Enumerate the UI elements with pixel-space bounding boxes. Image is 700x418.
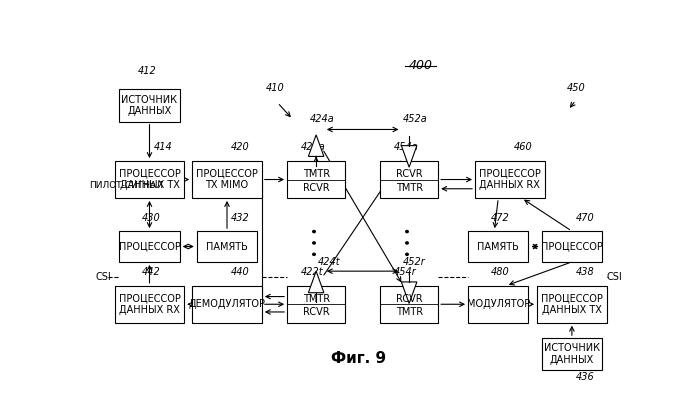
- Text: TMTR: TMTR: [302, 169, 330, 179]
- Polygon shape: [309, 271, 324, 293]
- Text: ПРОЦЕССОР
ДАННЫХ TX: ПРОЦЕССОР ДАННЫХ TX: [118, 169, 181, 190]
- Text: ПРОЦЕССОР
ДАННЫХ RX: ПРОЦЕССОР ДАННЫХ RX: [479, 169, 541, 190]
- Text: 424t: 424t: [318, 257, 340, 267]
- FancyBboxPatch shape: [115, 161, 184, 198]
- Text: 430: 430: [141, 214, 160, 223]
- FancyBboxPatch shape: [119, 231, 180, 262]
- Text: 452a: 452a: [403, 114, 428, 124]
- Text: TMTR: TMTR: [302, 294, 330, 304]
- Text: 460: 460: [514, 142, 533, 152]
- Text: ПРОЦЕССОР
TX MIMO: ПРОЦЕССОР TX MIMO: [196, 169, 258, 190]
- FancyBboxPatch shape: [380, 161, 438, 198]
- Text: RCVR: RCVR: [395, 294, 422, 304]
- Text: 480: 480: [491, 267, 510, 277]
- Text: ПРОЦЕССОР
ДАННЫХ RX: ПРОЦЕССОР ДАННЫХ RX: [118, 293, 181, 315]
- Text: 472: 472: [491, 214, 510, 223]
- FancyBboxPatch shape: [468, 231, 528, 262]
- Text: ИСТОЧНИК
ДАННЫХ: ИСТОЧНИК ДАННЫХ: [544, 344, 600, 365]
- Text: ПАМЯТЬ: ПАМЯТЬ: [206, 242, 248, 252]
- Text: 422t: 422t: [300, 267, 323, 277]
- Text: ДЕМОДУЛЯТОР: ДЕМОДУЛЯТОР: [188, 299, 265, 309]
- Text: CSI: CSI: [606, 272, 622, 282]
- Text: TMTR: TMTR: [395, 307, 423, 317]
- Text: 436: 436: [575, 372, 594, 382]
- Text: • • •: • • •: [402, 227, 416, 257]
- Text: 424a: 424a: [310, 114, 335, 124]
- FancyBboxPatch shape: [192, 161, 262, 198]
- FancyBboxPatch shape: [542, 338, 602, 370]
- Text: 470: 470: [575, 214, 594, 223]
- Text: 420: 420: [231, 142, 250, 152]
- FancyBboxPatch shape: [197, 231, 257, 262]
- Text: 454r: 454r: [393, 267, 416, 277]
- Text: RCVR: RCVR: [303, 183, 330, 193]
- Text: ИСТОЧНИК
ДАННЫХ: ИСТОЧНИК ДАННЫХ: [122, 95, 178, 117]
- Text: ПАМЯТЬ: ПАМЯТЬ: [477, 242, 519, 252]
- Text: TMTR: TMTR: [395, 183, 423, 193]
- FancyBboxPatch shape: [287, 161, 345, 198]
- Polygon shape: [309, 135, 324, 156]
- Text: RCVR: RCVR: [395, 169, 422, 179]
- Text: 422a: 422a: [300, 142, 326, 152]
- Text: 432: 432: [231, 214, 250, 223]
- Text: 442: 442: [141, 267, 160, 277]
- Text: ПИЛОТ-СИГНАЛ: ПИЛОТ-СИГНАЛ: [89, 181, 163, 190]
- Text: 414: 414: [153, 142, 172, 152]
- FancyBboxPatch shape: [542, 231, 602, 262]
- Polygon shape: [401, 145, 417, 167]
- FancyBboxPatch shape: [192, 286, 262, 323]
- Text: 410: 410: [266, 82, 284, 92]
- Text: 440: 440: [231, 267, 250, 277]
- Text: 438: 438: [575, 267, 594, 277]
- FancyBboxPatch shape: [119, 89, 180, 122]
- Text: 412: 412: [138, 66, 157, 76]
- FancyBboxPatch shape: [287, 286, 345, 323]
- Text: ПРОЦЕССОР
ДАННЫХ TX: ПРОЦЕССОР ДАННЫХ TX: [541, 293, 603, 315]
- Text: МОДУЛЯТОР: МОДУЛЯТОР: [467, 299, 530, 309]
- Text: 454a: 454a: [393, 142, 419, 152]
- FancyBboxPatch shape: [468, 286, 528, 323]
- FancyBboxPatch shape: [115, 286, 184, 323]
- FancyBboxPatch shape: [537, 286, 607, 323]
- FancyBboxPatch shape: [380, 286, 438, 323]
- Text: CSI: CSI: [95, 272, 111, 282]
- Text: 400: 400: [409, 59, 433, 72]
- Text: 452r: 452r: [403, 257, 426, 267]
- Polygon shape: [401, 282, 417, 303]
- Text: ПРОЦЕССОР: ПРОЦЕССОР: [118, 242, 181, 252]
- Text: 450: 450: [566, 82, 585, 92]
- Text: ПРОЦЕССОР: ПРОЦЕССОР: [541, 242, 603, 252]
- Text: RCVR: RCVR: [303, 307, 330, 317]
- FancyBboxPatch shape: [475, 161, 545, 198]
- Text: Фиг. 9: Фиг. 9: [331, 351, 386, 366]
- Text: • • •: • • •: [309, 227, 323, 257]
